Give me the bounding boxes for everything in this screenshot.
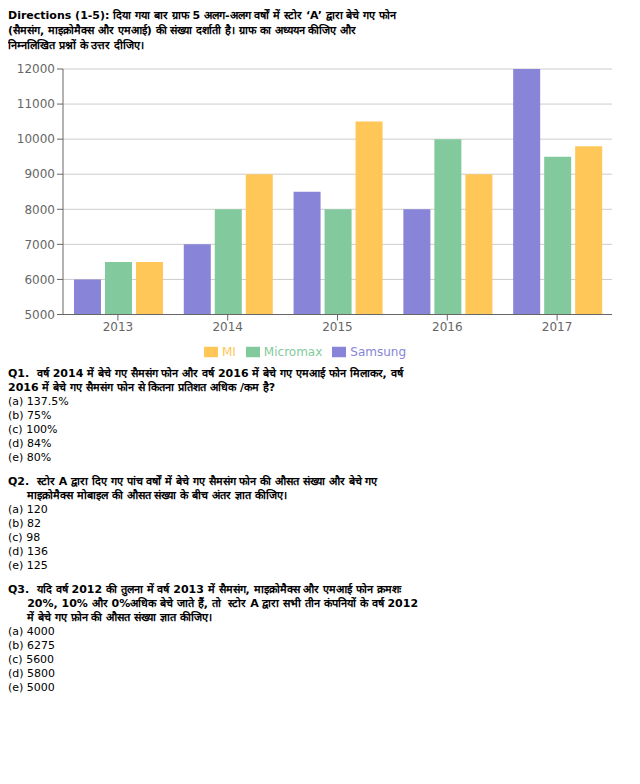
svg-text:6000: 6000 bbox=[24, 273, 55, 287]
html-text:(d) 84%: (d) 84% bbox=[8, 437, 52, 450]
svg-text:10000: 10000 bbox=[17, 132, 55, 146]
html-text:(b) 82: (b) 82 bbox=[8, 517, 42, 530]
html-text:Q1. वर्ष 2014 में बेचे गए सैमस: Q1. वर्ष 2014 में बेचे गए सैमसंग फोन और … bbox=[8, 367, 403, 380]
html-text:(e) 80%: (e) 80% bbox=[8, 451, 52, 464]
html-text:(a) 137.5%: (a) 137.5% bbox=[8, 395, 69, 408]
html-text:(e) 125: (e) 125 bbox=[8, 559, 48, 572]
html-text:(d) 136: (d) 136 bbox=[8, 545, 49, 558]
svg-text:9000: 9000 bbox=[24, 167, 55, 181]
html-text:MI: MI bbox=[221, 344, 236, 359]
svg-text:2015: 2015 bbox=[322, 320, 353, 334]
html-text:(सैमसंग, माइक्रोमैक्स और एमआई): (सैमसंग, माइक्रोमैक्स और एमआई) की संख्या… bbox=[8, 24, 357, 37]
html-text:माइक्रोमैक्स मोबाइल की औसत संख: माइक्रोमैक्स मोबाइल की औसत संख्या के बीच… bbox=[8, 489, 287, 502]
html-text:(b) 6275: (b) 6275 bbox=[8, 639, 56, 652]
html-text:(c) 5600: (c) 5600 bbox=[8, 653, 55, 666]
svg-text:7000: 7000 bbox=[24, 238, 55, 252]
html-text:निम्नलिखित प्रश्नों के उत्तर द: निम्नलिखित प्रश्नों के उत्तर दीजिए। bbox=[8, 39, 145, 52]
svg-text:8000: 8000 bbox=[24, 203, 55, 217]
html-text:(c) 98: (c) 98 bbox=[8, 531, 41, 544]
html-text:Q3. यदि वर्ष 2012 की तुलना में: Q3. यदि वर्ष 2012 की तुलना में वर्ष 2013… bbox=[8, 583, 401, 596]
html-text:(b) 75%: (b) 75% bbox=[8, 409, 52, 422]
svg-text:2017: 2017 bbox=[542, 320, 573, 334]
svg-text:2016: 2016 bbox=[432, 320, 463, 334]
html-text:(d) 5800: (d) 5800 bbox=[8, 667, 56, 680]
svg-text:2013: 2013 bbox=[103, 320, 134, 334]
html-text:(e) 5000: (e) 5000 bbox=[8, 681, 55, 694]
svg-text:5000: 5000 bbox=[24, 308, 55, 322]
svg-text:11000: 11000 bbox=[17, 97, 55, 111]
html-text:(c) 100%: (c) 100% bbox=[8, 423, 58, 436]
html-text:2016 में बेचे गए सैमसंग फोन से: 2016 में बेचे गए सैमसंग फोन से कितना प्र… bbox=[8, 381, 276, 394]
html-text:Q2. स्टोर A द्वारा दिए गए पांच: Q2. स्टोर A द्वारा दिए गए पांच वर्षों मे… bbox=[8, 475, 378, 488]
svg-text:12000: 12000 bbox=[17, 62, 55, 76]
html-text:20%, 10% और 0%अधिक बेचे जाते ह: 20%, 10% और 0%अधिक बेचे जाते हैं, तो स्ट… bbox=[8, 597, 419, 610]
html-text:में बेचे गए फ़ोन की औसत संख्या: में बेचे गए फ़ोन की औसत संख्या ज्ञात कीज… bbox=[8, 611, 212, 624]
html-text:Directions (1-5): दिया गया बार: Directions (1-5): दिया गया बार ग्राफ 5 अ… bbox=[8, 9, 397, 22]
svg-text:2014: 2014 bbox=[212, 320, 243, 334]
html-text:Samsung: Samsung bbox=[350, 344, 406, 359]
html-text:Micromax: Micromax bbox=[263, 344, 323, 359]
html-text:(a) 120: (a) 120 bbox=[8, 503, 48, 516]
html-text:(a) 4000: (a) 4000 bbox=[8, 625, 55, 638]
